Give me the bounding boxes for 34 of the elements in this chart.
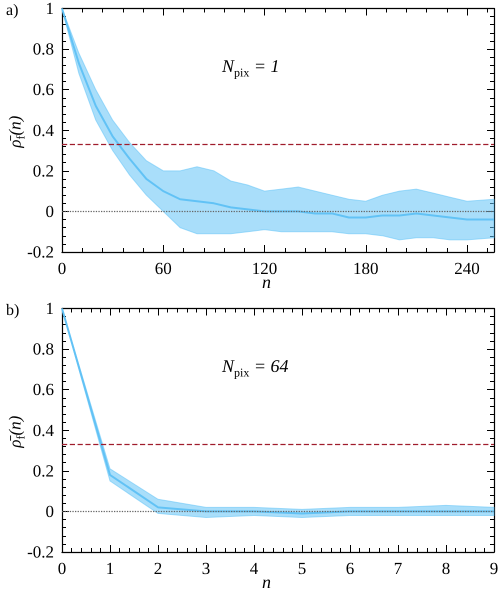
annotation: N$_{pix}$ = 64 [222,356,289,381]
x-tick-label: 5 [298,559,306,578]
x-tick-label: 60 [154,259,172,278]
y-tick-label: 1 [46,299,54,318]
x-tick-label: 0 [58,259,66,278]
y-tick-label: 0.4 [32,420,54,440]
y-tick-label: 0.2 [32,461,54,480]
y-tick-label: 0.2 [32,161,54,180]
x-tick-label: 180 [353,259,378,278]
x-tick-label: 3 [202,559,210,578]
y-tick-label: 1 [46,0,54,18]
x-tick-label: 0 [58,559,66,578]
x-tick-label: 6 [346,559,354,578]
y-tick-label: 0.6 [32,80,54,100]
y-tick-label: -0.2 [27,542,54,562]
chart-title: a) [6,2,18,20]
x-tick-label: 120 [252,259,278,278]
x-tick-label: 8 [442,559,450,578]
y-tick-label: -0.2 [27,242,54,262]
annotation: N$_{pix}$ = 1 [222,56,280,81]
x-tick-label: 240 [454,259,480,278]
y-tick-label: 0.6 [32,380,54,400]
x-axis-title: n [262,572,271,593]
y-tick-label: 0 [46,502,54,521]
y-tick-label: 0 [46,202,54,221]
x-tick-label: 7 [394,559,403,578]
y-tick-label: 0.8 [32,40,54,59]
x-tick-label: 4 [250,559,259,578]
x-tick-label: 2 [154,559,162,578]
y-tick-label: 0.8 [32,340,54,359]
x-tick-label: 1 [106,559,114,578]
y-tick-label: 0.4 [32,120,54,140]
chart-title: b) [6,302,20,320]
x-tick-label: 9 [490,559,498,578]
